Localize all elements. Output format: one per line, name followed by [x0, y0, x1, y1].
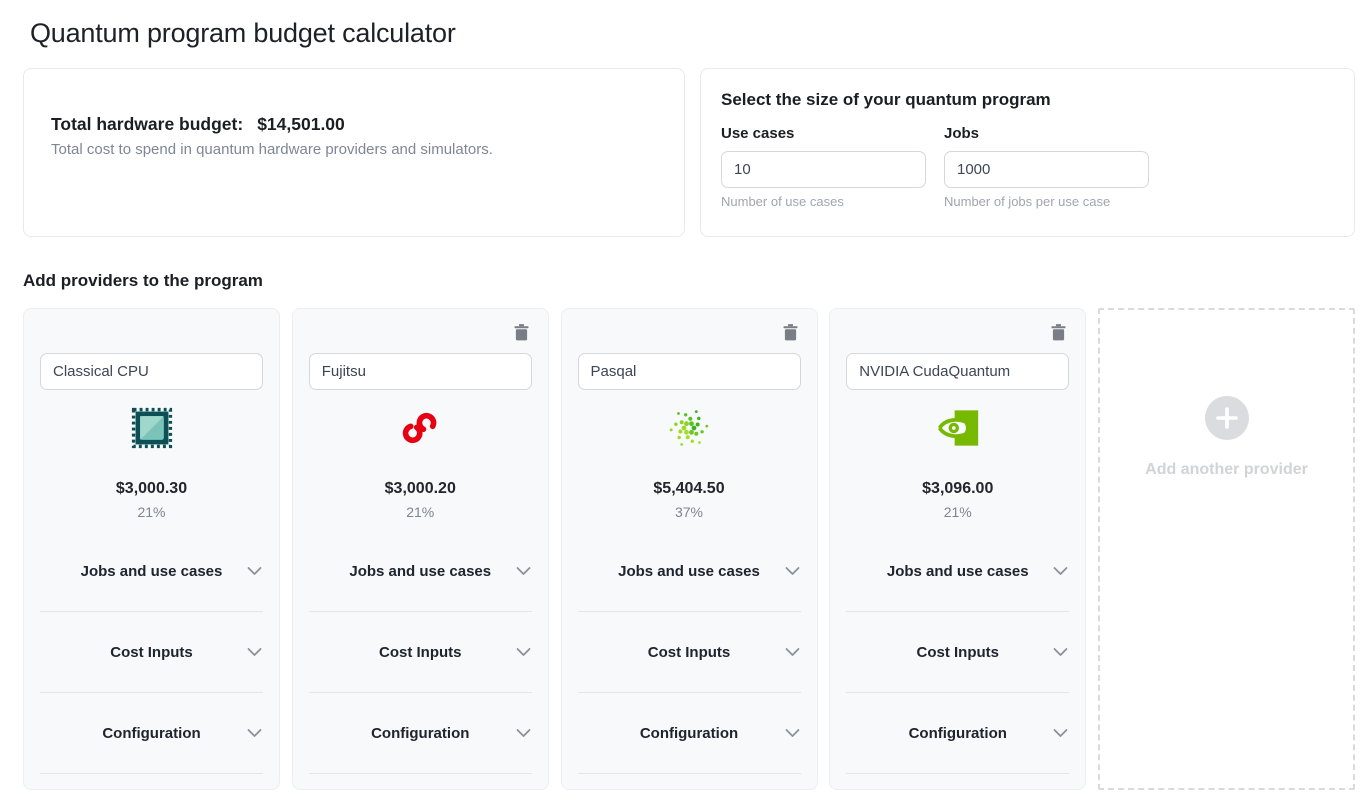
- jobs-label: Jobs: [944, 125, 980, 142]
- provider-cost: $3,096.00: [922, 480, 994, 497]
- provider-card-nvidia-cudaquantum: $3,096.00 21% Jobs and use cases Cost In…: [829, 308, 1087, 790]
- provider-name-input[interactable]: [40, 353, 263, 390]
- divider: [308, 611, 532, 612]
- section-configuration[interactable]: Configuration: [40, 693, 263, 773]
- provider-percent: 21%: [137, 504, 166, 520]
- provider-cost: $3,000.30: [115, 480, 188, 497]
- provider-name-input[interactable]: [308, 353, 532, 390]
- divider: [577, 692, 801, 693]
- use-cases-label: Use cases: [721, 125, 795, 142]
- plus-icon: [1204, 396, 1249, 445]
- provider-percent: 21%: [406, 504, 435, 520]
- total-budget-value: $14,501.00: [257, 114, 345, 134]
- provider-card-classical-cpu: $3,000.30 21% Jobs and use cases Cost In…: [23, 308, 280, 790]
- section-jobs-and-use-cases[interactable]: Jobs and use cases: [40, 531, 263, 611]
- trash-icon: [1050, 324, 1067, 345]
- cpu-chip-icon: [131, 407, 173, 454]
- section-jobs-and-use-cases[interactable]: Jobs and use cases: [309, 531, 532, 611]
- jobs-field-group: Jobs Number of jobs per use case: [944, 125, 1149, 209]
- provider-name-input[interactable]: [846, 353, 1070, 390]
- chevron-down-icon: [785, 648, 800, 657]
- use-cases-input[interactable]: [721, 151, 926, 188]
- divider: [40, 611, 263, 612]
- delete-provider-button[interactable]: [511, 321, 532, 344]
- section-cost-inputs[interactable]: Cost Inputs: [578, 612, 801, 692]
- provider-cost: $3,000.20: [384, 480, 456, 497]
- divider: [846, 773, 1070, 774]
- trash-icon: [782, 324, 799, 345]
- chevron-down-icon: [516, 567, 531, 576]
- section-cost-inputs[interactable]: Cost Inputs: [846, 612, 1069, 692]
- program-size-title: Select the size of your quantum program: [721, 90, 1051, 109]
- use-cases-helper: Number of use cases: [721, 194, 844, 209]
- providers-section-title: Add providers to the program: [23, 271, 263, 290]
- chevron-down-icon: [516, 648, 531, 657]
- section-cost-inputs[interactable]: Cost Inputs: [40, 612, 263, 692]
- section-configuration[interactable]: Configuration: [846, 693, 1069, 773]
- page-title: Quantum program budget calculator: [30, 18, 456, 48]
- chevron-down-icon: [247, 729, 262, 738]
- total-budget-description: Total cost to spend in quantum hardware …: [51, 141, 493, 158]
- add-provider-label: Add another provider: [1145, 461, 1308, 478]
- divider: [308, 692, 532, 693]
- divider: [577, 611, 801, 612]
- chevron-down-icon: [247, 567, 262, 576]
- trash-icon: [513, 324, 530, 345]
- section-cost-inputs[interactable]: Cost Inputs: [309, 612, 532, 692]
- provider-percent: 37%: [674, 504, 704, 520]
- chevron-down-icon: [247, 648, 262, 657]
- total-budget-card: Total hardware budget: $14,501.00 Total c…: [23, 68, 685, 237]
- divider: [40, 692, 263, 693]
- provider-name-input[interactable]: [577, 353, 801, 390]
- top-row: Total hardware budget: $14,501.00 Total c…: [23, 68, 1355, 237]
- chevron-down-icon: [1053, 567, 1068, 576]
- divider: [308, 773, 532, 774]
- divider: [846, 611, 1070, 612]
- divider: [846, 692, 1070, 693]
- providers-row: $3,000.30 21% Jobs and use cases Cost In…: [23, 308, 1355, 790]
- program-size-card: Select the size of your quantum program …: [700, 68, 1355, 237]
- chevron-down-icon: [1053, 729, 1068, 738]
- fujitsu-logo-icon: [400, 409, 440, 452]
- section-jobs-and-use-cases[interactable]: Jobs and use cases: [578, 531, 801, 611]
- provider-cost: $5,404.50: [653, 480, 725, 497]
- nvidia-logo-icon: [937, 409, 979, 452]
- total-budget-label: Total hardware budget:: [51, 114, 244, 134]
- provider-percent: 21%: [943, 504, 972, 520]
- chevron-down-icon: [785, 567, 800, 576]
- chevron-down-icon: [1053, 648, 1068, 657]
- divider: [40, 773, 263, 774]
- delete-provider-button[interactable]: [1048, 321, 1069, 344]
- add-provider-card[interactable]: Add another provider: [1098, 308, 1355, 790]
- divider: [577, 773, 801, 774]
- delete-provider-button[interactable]: [780, 321, 801, 344]
- jobs-helper: Number of jobs per use case: [944, 194, 1111, 209]
- section-configuration[interactable]: Configuration: [309, 693, 532, 773]
- section-configuration[interactable]: Configuration: [578, 693, 801, 773]
- pasqal-logo-icon: [669, 408, 709, 453]
- section-jobs-and-use-cases[interactable]: Jobs and use cases: [846, 531, 1069, 611]
- provider-card-pasqal: $5,404.50 37% Jobs and use cases Cost In…: [560, 308, 818, 790]
- chevron-down-icon: [516, 729, 531, 738]
- provider-card-fujitsu: $3,000.20 21% Jobs and use cases Cost In…: [291, 308, 549, 790]
- jobs-input[interactable]: [944, 151, 1149, 188]
- use-cases-field-group: Use cases Number of use cases: [721, 125, 926, 209]
- chevron-down-icon: [785, 729, 800, 738]
